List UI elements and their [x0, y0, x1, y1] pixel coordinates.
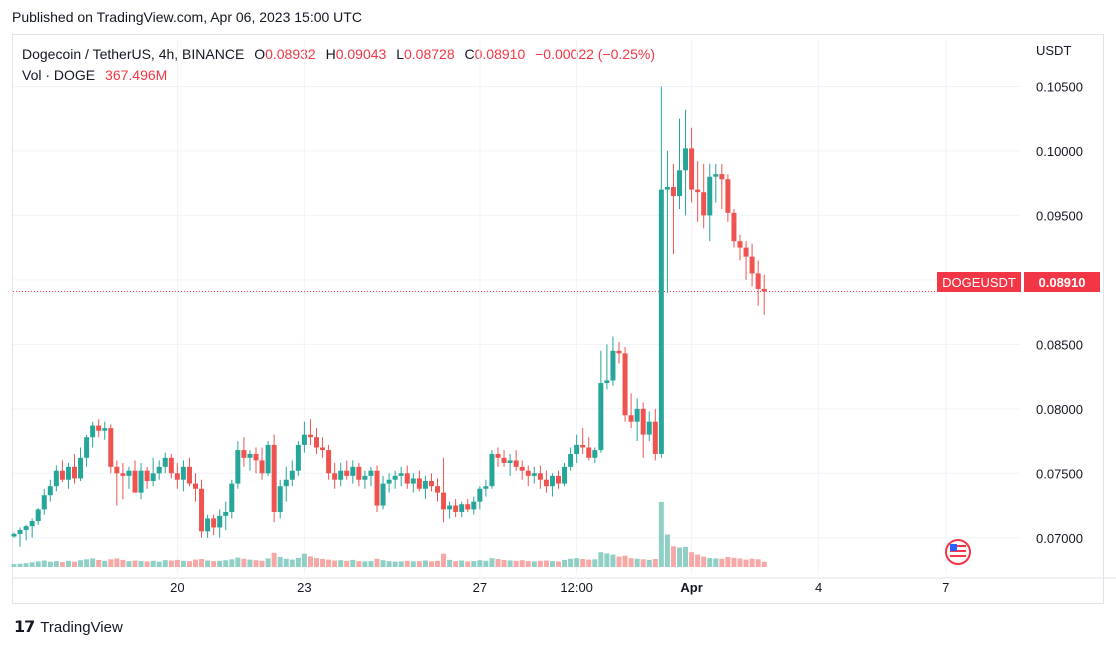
published-text: Published on TradingView.com, Apr 06, 20…: [12, 9, 362, 25]
footer-brand[interactable]: 𝟭𝟳 TradingView: [14, 617, 123, 637]
open-value: 0.08932: [265, 46, 316, 62]
chart-frame[interactable]: [12, 34, 1104, 604]
legend-volume-row: Vol · DOGE 367.496M: [22, 65, 661, 86]
brand-name: TradingView: [40, 618, 123, 636]
currency-label: USDT: [1036, 43, 1072, 58]
close-label: C: [464, 46, 475, 62]
tradingview-logo-icon: 𝟭𝟳: [14, 619, 35, 636]
close-value: 0.08910: [474, 46, 526, 62]
chart-legend: Dogecoin / TetherUS, 4h, BINANCE O0.0893…: [22, 44, 661, 86]
high-label: H: [325, 46, 336, 62]
high-value: 0.09043: [335, 46, 387, 62]
volume-label[interactable]: Vol · DOGE: [22, 67, 96, 83]
legend-high: H0.09043: [326, 46, 387, 62]
legend-low: L0.08728: [396, 46, 454, 62]
legend-open: O0.08932: [254, 46, 316, 62]
volume-value: 367.496M: [105, 67, 168, 83]
legend-change: −0.00022 (−0.25%): [535, 46, 655, 62]
low-value: 0.08728: [404, 46, 455, 62]
open-label: O: [254, 46, 266, 62]
legend-ohlc-row: Dogecoin / TetherUS, 4h, BINANCE O0.0893…: [22, 44, 661, 65]
legend-close: C0.08910: [465, 46, 526, 62]
legend-symbol[interactable]: Dogecoin / TetherUS, 4h, BINANCE: [22, 46, 245, 62]
low-label: L: [396, 46, 404, 62]
